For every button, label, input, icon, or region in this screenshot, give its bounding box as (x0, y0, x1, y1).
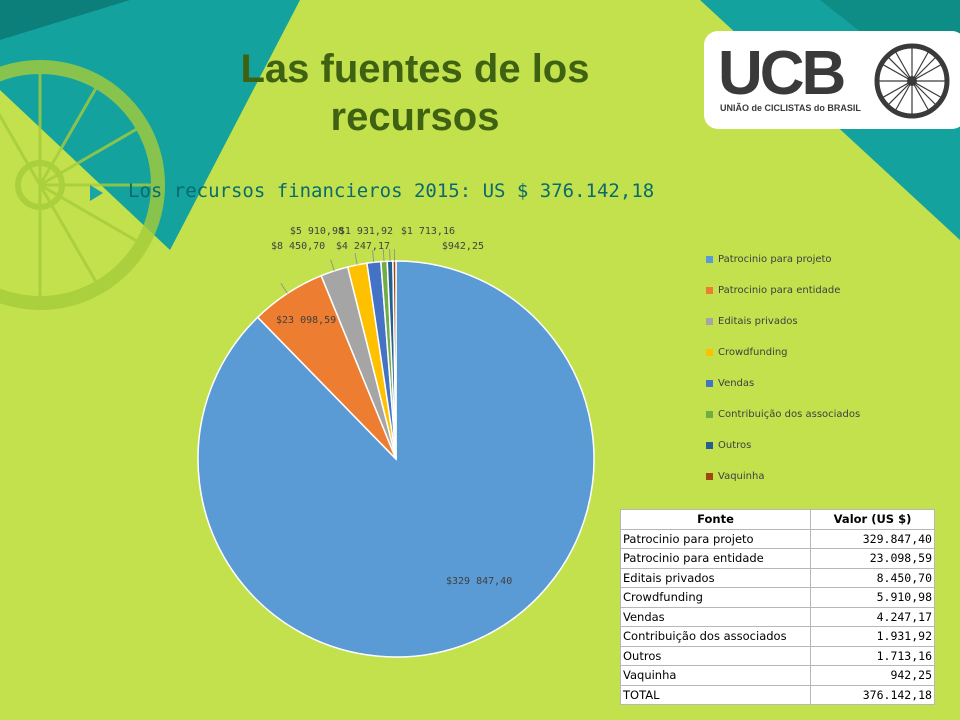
legend-label: Outros (718, 440, 752, 451)
table-cell-valor: 329.847,40 (810, 528, 935, 549)
legend-label: Crowdfunding (718, 347, 788, 358)
table-row: Editais privados 8.450,70 (620, 567, 935, 588)
legend-item: Outros (706, 430, 936, 461)
table-row: Crowdfunding 5.910,98 (620, 587, 935, 608)
legend-swatch (706, 318, 713, 325)
data-label-1: $23 098,59 (276, 315, 336, 326)
table-cell-fonte: Vaquinha (620, 665, 811, 686)
table-cell-valor: 23.098,59 (810, 548, 935, 569)
legend-swatch (706, 442, 713, 449)
ucb-logo: UCB UNIÃO de CICLISTAS do BRASIL (704, 31, 960, 129)
pie-chart-panel: $329 847,40 $23 098,59 $8 450,70 $5 910,98 $… (196, 219, 938, 675)
legend-item: Crowdfunding (706, 337, 936, 368)
legend-label: Vendas (718, 378, 755, 389)
sources-table: Fonte Valor (US $) Patrocinio para proje… (620, 509, 935, 705)
legend-label: Vaquinha (718, 471, 765, 482)
table-cell-valor: 8.450,70 (810, 567, 935, 588)
table-cell-valor: 1.713,16 (810, 645, 935, 666)
table-cell-fonte: Outros (620, 645, 811, 666)
leader-line-2 (330, 259, 335, 271)
data-label-0: $329 847,40 (446, 576, 512, 587)
table-header-fonte: Fonte (620, 509, 811, 530)
table-cell-fonte: Patrocinio para entidade (620, 548, 811, 569)
table-row-total: TOTAL 376.142,18 (620, 684, 935, 705)
bullet-arrow-icon (90, 185, 103, 201)
legend-label: Patrocinio para projeto (718, 254, 832, 265)
decorative-wheel-icon (0, 60, 165, 310)
table-cell-valor: 5.910,98 (810, 587, 935, 608)
table-cell-valor: 942,25 (810, 665, 935, 686)
logo-subtitle: UNIÃO de CICLISTAS do BRASIL (720, 103, 861, 113)
table-cell-fonte: Patrocinio para projeto (620, 528, 811, 549)
legend-swatch (706, 411, 713, 418)
table-cell-valor: 4.247,17 (810, 606, 935, 627)
legend-label: Contribuição dos associados (718, 409, 861, 420)
table-row: Patrocinio para projeto 329.847,40 (620, 528, 935, 549)
pie-slice-7 (392, 260, 397, 460)
legend-item: Patrocinio para projeto (706, 244, 936, 275)
slide-title: Las fuentes de los recursos (240, 47, 590, 139)
legend-swatch (706, 287, 713, 294)
leader-line-3 (354, 252, 358, 265)
legend-swatch (706, 473, 713, 480)
data-label-3: $5 910,98 (290, 226, 344, 237)
table-cell-fonte: Crowdfunding (620, 587, 811, 608)
leader-line-5 (382, 249, 385, 262)
table-cell-valor: 1.931,92 (810, 626, 935, 647)
legend-label: Patrocinio para entidade (718, 285, 841, 296)
data-label-7: $942,25 (442, 241, 484, 252)
table-row: Vendas 4.247,17 (620, 606, 935, 627)
legend-label: Editais privados (718, 316, 798, 327)
table-row: Outros 1.713,16 (620, 645, 935, 666)
data-label-2: $8 450,70 (271, 241, 325, 252)
table-row: Contribuição dos associados 1.931,92 (620, 626, 935, 647)
table-cell-valor: 376.142,18 (810, 684, 935, 705)
legend-swatch (706, 256, 713, 263)
legend-swatch (706, 380, 713, 387)
data-label-4: $4 247,17 (336, 241, 390, 252)
data-label-6: $1 713,16 (401, 226, 455, 237)
table-row: Patrocinio para entidade 23.098,59 (620, 548, 935, 569)
table-row: Vaquinha 942,25 (620, 665, 935, 686)
leader-line-1 (280, 283, 288, 294)
table-cell-fonte: Contribuição dos associados (620, 626, 811, 647)
leader-line-4 (372, 250, 375, 263)
legend-swatch (706, 349, 713, 356)
table-cell-fonte: TOTAL (620, 684, 811, 705)
bicycle-wheel-icon (874, 43, 950, 119)
legend-item: Vaquinha (706, 461, 936, 492)
data-label-5: $1 931,92 (339, 226, 393, 237)
table-cell-fonte: Editais privados (620, 567, 811, 588)
table-header-row: Fonte Valor (US $) (620, 509, 935, 530)
pie-chart: $329 847,40$23 098,59$8 450,70$5 910,98$… (197, 226, 595, 658)
legend-item: Editais privados (706, 306, 936, 337)
legend-item: Vendas (706, 368, 936, 399)
chart-legend: Patrocinio para projeto Patrocinio para e… (706, 244, 936, 492)
table-cell-fonte: Vendas (620, 606, 811, 627)
logo-text: UCB (718, 39, 846, 108)
legend-item: Patrocinio para entidade (706, 275, 936, 306)
legend-item: Contribuição dos associados (706, 399, 936, 430)
bullet-text: Los recursos financieros 2015: US $ 376.… (128, 180, 655, 202)
table-header-valor: Valor (US $) (810, 509, 935, 530)
